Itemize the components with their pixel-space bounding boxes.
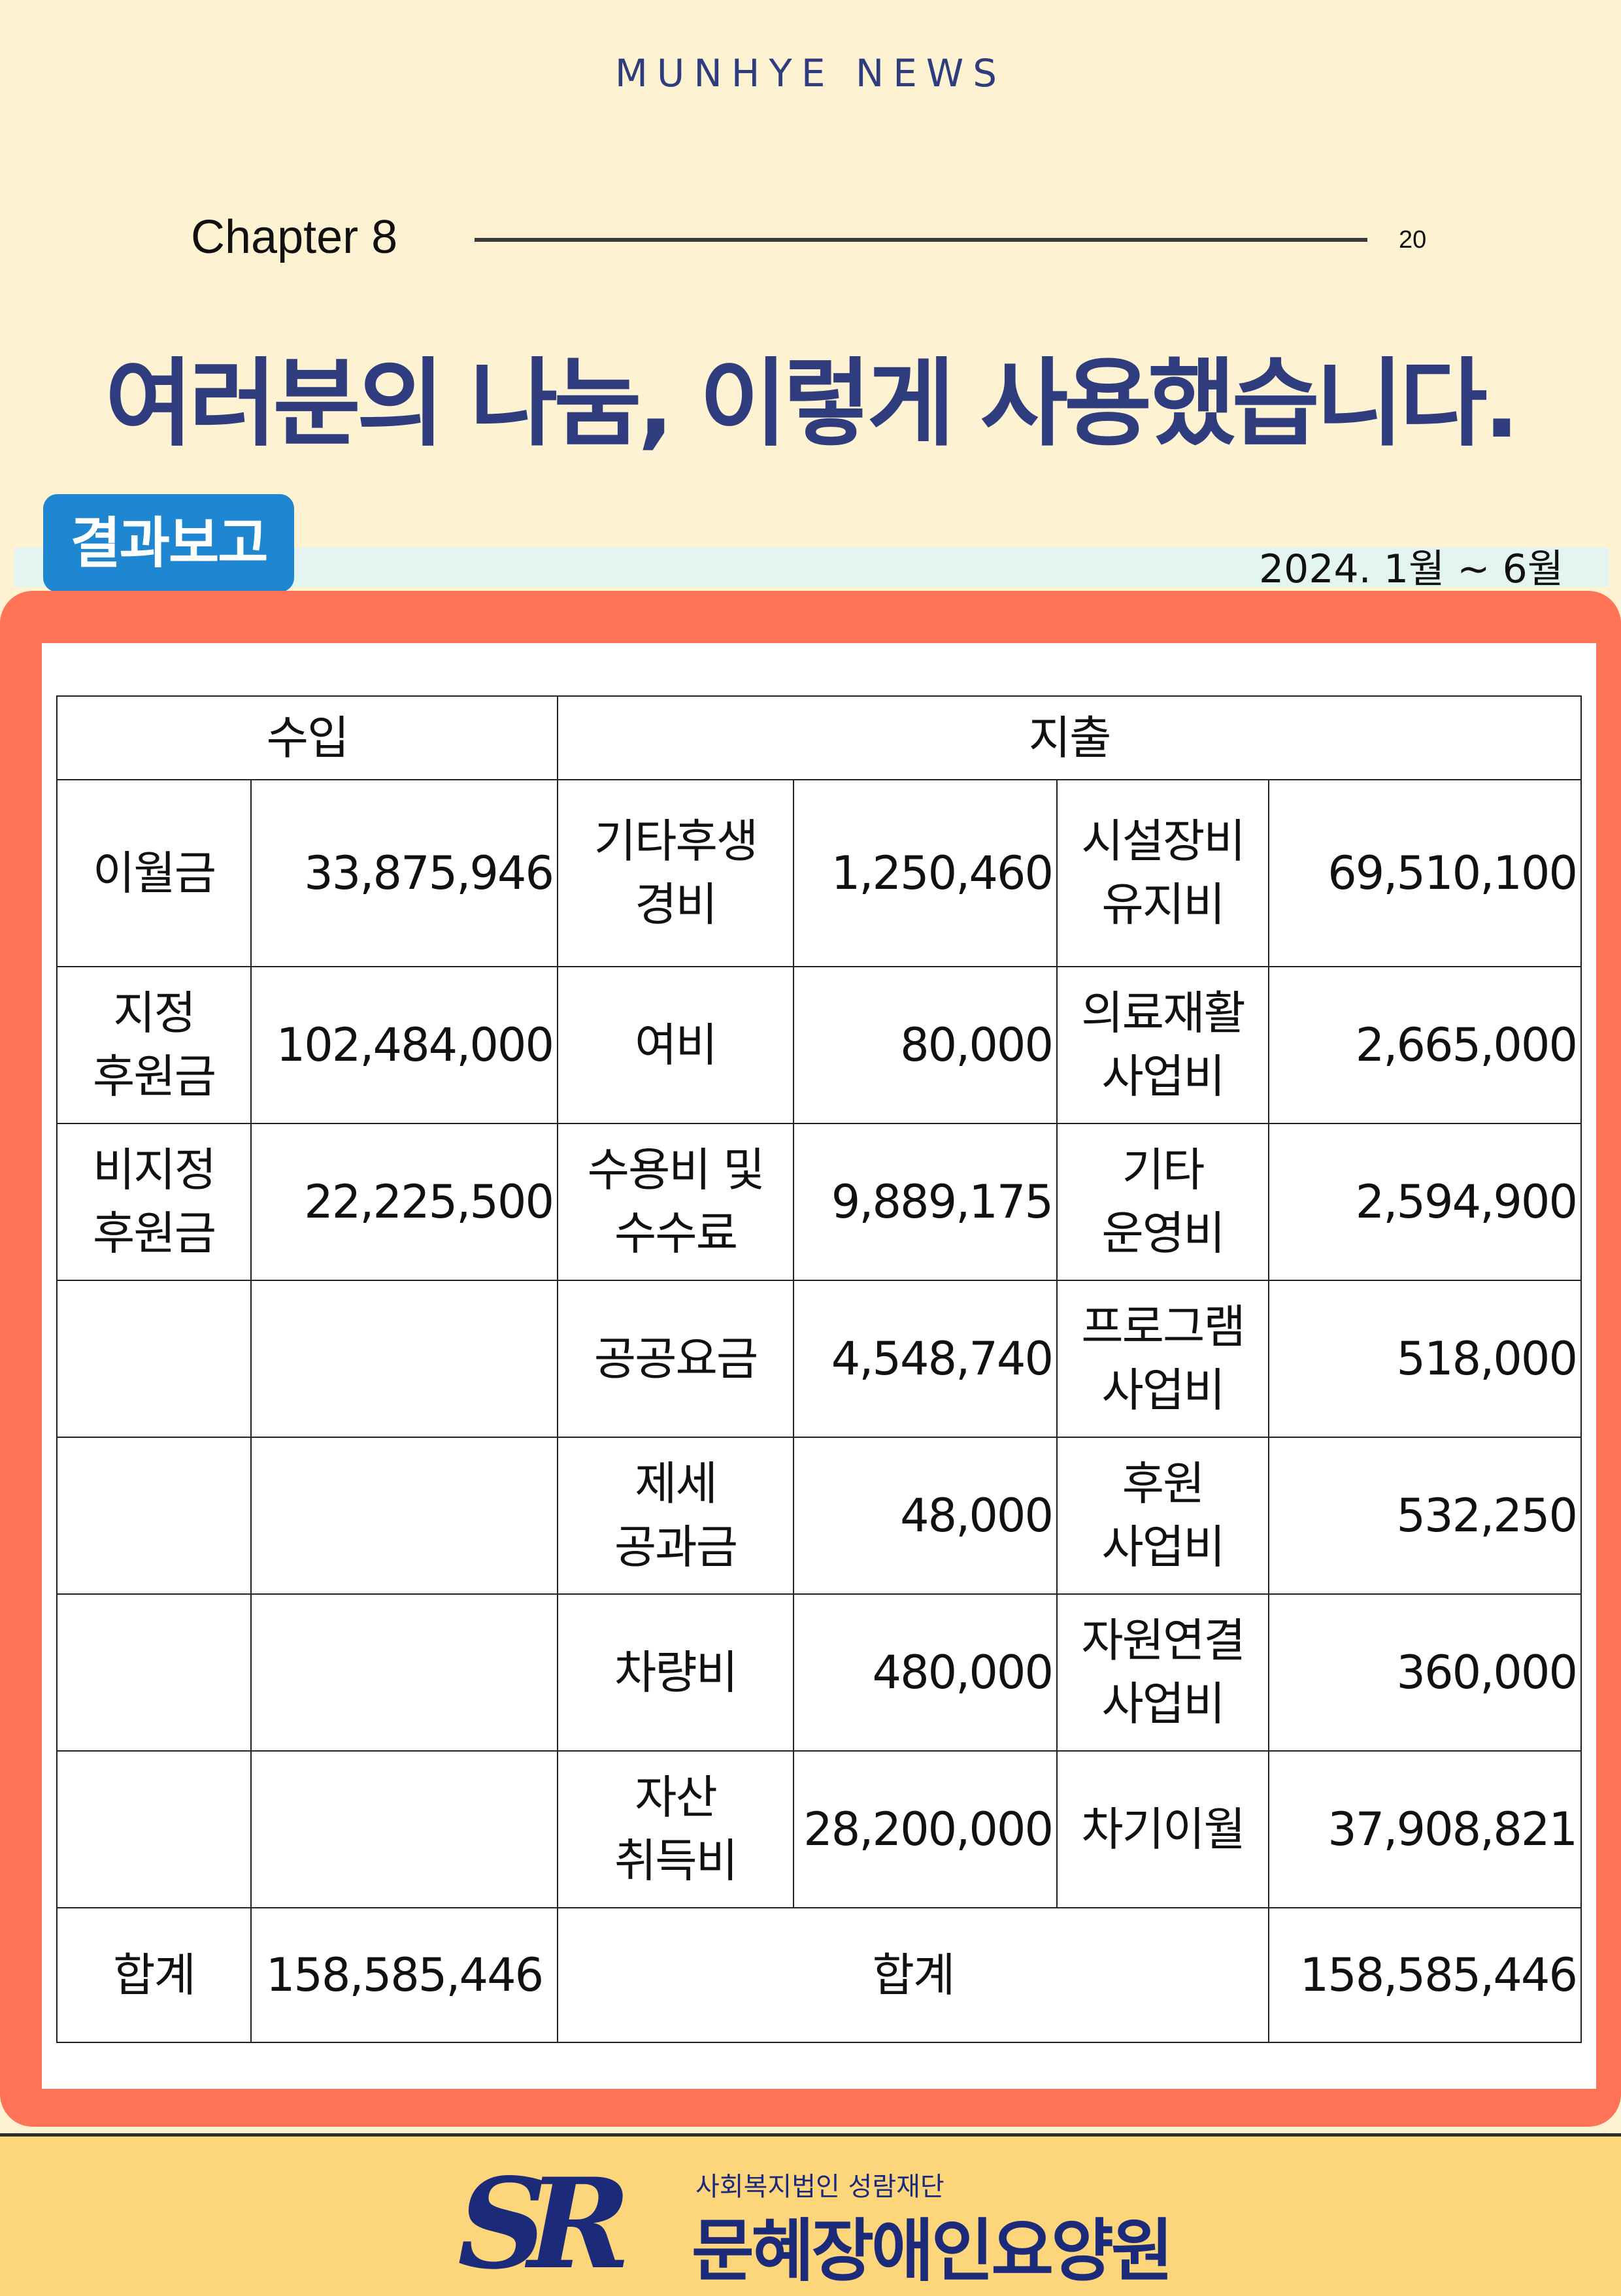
item-cell: 여비	[557, 966, 794, 1124]
income-header: 수입	[56, 695, 558, 780]
amount-cell	[250, 1593, 558, 1752]
table-row: 지정 후원금 102,484,000 여비 80,000 의료재활 사업비 2,665,000	[56, 966, 1582, 1124]
masthead: MUNHYE NEWS	[614, 51, 1007, 95]
table-row: 이월금 33,875,946 기타후생 경비 1,250,460 시설장비 유지비 69,51…	[56, 779, 1582, 967]
page-number: 20	[1399, 226, 1427, 254]
report-period: 2024. 1월 ~ 6월	[1258, 546, 1563, 592]
item-cell: 수용비 및 수수료	[557, 1123, 794, 1281]
amount-cell: 532,250	[1268, 1437, 1582, 1595]
item-cell: 프로그램 사업비	[1056, 1280, 1269, 1438]
amount-cell: 37,908,821	[1268, 1750, 1582, 1908]
item-cell: 기타후생 경비	[557, 779, 794, 967]
table-row: 자산 취득비 28,200,000 차기이월 37,908,821	[56, 1750, 1582, 1908]
expense-header: 지출	[557, 695, 1582, 780]
item-cell	[56, 1750, 252, 1908]
item-cell: 자산 취득비	[557, 1750, 794, 1908]
item-cell: 이월금	[56, 779, 252, 967]
item-cell	[56, 1280, 252, 1438]
item-cell: 시설장비 유지비	[1056, 779, 1269, 967]
income-total-value: 158,585,446	[250, 1907, 558, 2043]
amount-cell: 102,484,000	[250, 966, 558, 1124]
item-cell	[56, 1437, 252, 1595]
amount-cell: 33,875,946	[250, 779, 558, 967]
amount-cell: 28,200,000	[793, 1750, 1058, 1908]
amount-cell: 1,250,460	[793, 779, 1058, 967]
item-cell: 비지정 후원금	[56, 1123, 252, 1281]
income-total-label: 합계	[56, 1907, 252, 2043]
amount-cell: 9,889,175	[793, 1123, 1058, 1281]
table-row: 공공요금 4,548,740 프로그램 사업비 518,000	[56, 1280, 1582, 1438]
foundation-name: 사회복지법인 성람재단	[695, 2172, 944, 2202]
total-row: 합계 158,585,446 합계 158,585,446	[56, 1907, 1582, 2043]
amount-cell: 80,000	[793, 966, 1058, 1124]
amount-cell: 4,548,740	[793, 1280, 1058, 1438]
item-cell: 후원 사업비	[1056, 1437, 1269, 1595]
finance-table: 수입 지출 이월금 33,875,946 기타후생 경비 1,250,460 시설장비 유지…	[56, 695, 1582, 2043]
item-cell: 의료재활 사업비	[1056, 966, 1269, 1124]
chapter-divider	[475, 238, 1367, 242]
amount-cell	[250, 1280, 558, 1438]
table-row: 차량비 480,000 자원연결 사업비 360,000	[56, 1593, 1582, 1752]
institution-name: 문혜장애인요양원	[692, 2211, 1173, 2291]
sr-logo: SR	[458, 2163, 644, 2280]
item-cell: 차량비	[557, 1593, 794, 1752]
sr-logo-letters: SR	[458, 2163, 625, 2280]
expense-total-label: 합계	[557, 1907, 1269, 2043]
item-cell: 지정 후원금	[56, 966, 252, 1124]
item-cell: 차기이월	[1056, 1750, 1269, 1908]
amount-cell: 2,594,900	[1268, 1123, 1582, 1281]
chapter-label: Chapter 8	[191, 211, 398, 263]
amount-cell: 2,665,000	[1268, 966, 1582, 1124]
table-row: 제세 공과금 48,000 후원 사업비 532,250	[56, 1437, 1582, 1595]
item-cell: 제세 공과금	[557, 1437, 794, 1595]
table-row: 비지정 후원금 22,225,500 수용비 및 수수료 9,889,175 기타 운영비 2,…	[56, 1123, 1582, 1281]
expense-total-value: 158,585,446	[1268, 1907, 1582, 2043]
footer: SR 사회복지법인 성람재단 문혜장애인요양원	[0, 2133, 1621, 2296]
amount-cell	[250, 1437, 558, 1595]
amount-cell: 48,000	[793, 1437, 1058, 1595]
item-cell: 자원연결 사업비	[1056, 1593, 1269, 1752]
item-cell	[56, 1593, 252, 1752]
report-badge: 결과보고	[43, 494, 294, 592]
amount-cell: 518,000	[1268, 1280, 1582, 1438]
amount-cell: 480,000	[793, 1593, 1058, 1752]
amount-cell: 22,225,500	[250, 1123, 558, 1281]
page-headline: 여러분의 나눔, 이렇게 사용했습니다.	[105, 348, 1520, 459]
item-cell: 공공요금	[557, 1280, 794, 1438]
amount-cell	[250, 1750, 558, 1908]
table-header-row: 수입 지출	[56, 695, 1582, 780]
amount-cell: 69,510,100	[1268, 779, 1582, 967]
amount-cell: 360,000	[1268, 1593, 1582, 1752]
item-cell: 기타 운영비	[1056, 1123, 1269, 1281]
